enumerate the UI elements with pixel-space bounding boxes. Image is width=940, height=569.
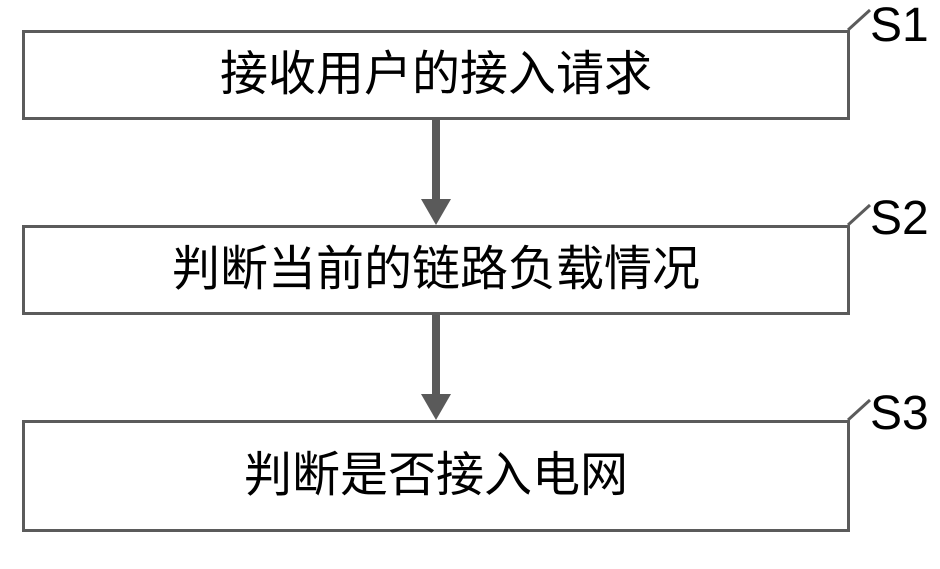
arrow-s1-to-s2 bbox=[421, 120, 451, 225]
flowchart-step-s2: 判断当前的链路负载情况 bbox=[22, 225, 850, 315]
label-connector-s3 bbox=[845, 397, 873, 423]
flowchart-step-s3: 判断是否接入电网 bbox=[22, 420, 850, 532]
step-text: 接收用户的接入请求 bbox=[220, 51, 652, 99]
step-label-s3: S3 bbox=[870, 390, 929, 438]
label-connector-s1 bbox=[845, 7, 873, 33]
flowchart-step-s1: 接收用户的接入请求 bbox=[22, 30, 850, 120]
step-label-s1: S1 bbox=[870, 2, 929, 50]
label-connector-s2 bbox=[845, 202, 873, 228]
step-text: 判断是否接入电网 bbox=[244, 452, 628, 500]
step-text: 判断当前的链路负载情况 bbox=[172, 246, 700, 294]
flowchart-canvas: 接收用户的接入请求 S1 判断当前的链路负载情况 S2 判断是否接入电网 S3 bbox=[0, 0, 940, 569]
step-label-s2: S2 bbox=[870, 195, 929, 243]
arrow-s2-to-s3 bbox=[421, 315, 451, 420]
